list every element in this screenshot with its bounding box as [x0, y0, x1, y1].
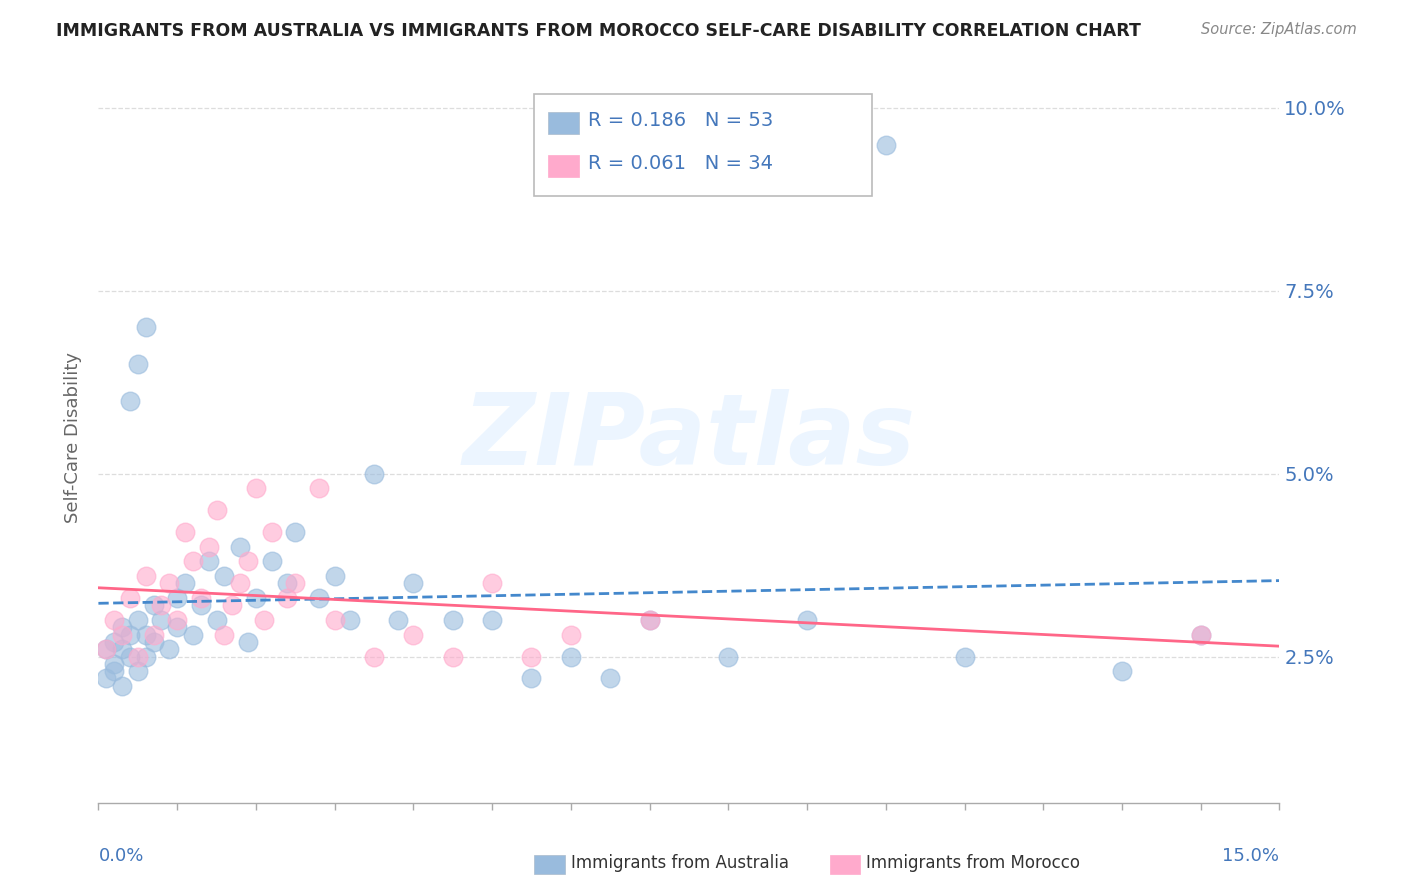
Point — [308, 481, 330, 495]
Point — [127, 664, 149, 678]
Text: 15.0%: 15.0% — [1222, 847, 1279, 864]
Point — [127, 649, 149, 664]
Point — [402, 576, 425, 591]
Point — [441, 649, 464, 664]
Text: ZIPatlas: ZIPatlas — [463, 389, 915, 485]
Point — [166, 620, 188, 634]
Y-axis label: Self-Care Disability: Self-Care Disability — [63, 351, 82, 523]
Point — [205, 503, 228, 517]
Point — [150, 599, 173, 613]
Point — [339, 613, 361, 627]
Point — [205, 613, 228, 627]
Point — [96, 642, 118, 657]
Point — [560, 649, 582, 664]
Point — [118, 627, 141, 641]
Point — [363, 649, 385, 664]
Point — [363, 467, 385, 481]
Point — [174, 525, 197, 540]
Point — [638, 613, 661, 627]
Point — [284, 576, 307, 591]
Point — [111, 679, 134, 693]
Point — [181, 627, 204, 641]
Point — [111, 620, 134, 634]
Text: Immigrants from Morocco: Immigrants from Morocco — [866, 855, 1080, 872]
Point — [308, 591, 330, 605]
Point — [1189, 627, 1212, 641]
Point — [638, 613, 661, 627]
Point — [142, 627, 165, 641]
Point — [96, 642, 118, 657]
Point — [260, 525, 283, 540]
Point — [197, 554, 219, 568]
Point — [253, 613, 276, 627]
Text: 0.0%: 0.0% — [98, 847, 143, 864]
Point — [96, 672, 118, 686]
Point — [118, 591, 141, 605]
Point — [260, 554, 283, 568]
Point — [236, 554, 259, 568]
Point — [520, 649, 543, 664]
Point — [181, 554, 204, 568]
Text: R = 0.186   N = 53: R = 0.186 N = 53 — [588, 111, 773, 130]
Point — [118, 649, 141, 664]
Point — [135, 320, 157, 334]
Point — [135, 627, 157, 641]
Point — [717, 649, 740, 664]
Point — [142, 635, 165, 649]
Point — [599, 672, 621, 686]
Point — [229, 576, 252, 591]
Point — [236, 635, 259, 649]
Point — [387, 613, 409, 627]
Point — [142, 599, 165, 613]
Point — [323, 613, 346, 627]
Text: Immigrants from Australia: Immigrants from Australia — [571, 855, 789, 872]
Point — [284, 525, 307, 540]
Point — [157, 642, 180, 657]
Point — [245, 481, 267, 495]
Point — [1111, 664, 1133, 678]
Point — [197, 540, 219, 554]
Point — [875, 137, 897, 152]
Point — [174, 576, 197, 591]
Point — [214, 627, 236, 641]
Text: IMMIGRANTS FROM AUSTRALIA VS IMMIGRANTS FROM MOROCCO SELF-CARE DISABILITY CORREL: IMMIGRANTS FROM AUSTRALIA VS IMMIGRANTS … — [56, 22, 1142, 40]
Point — [402, 627, 425, 641]
Point — [166, 613, 188, 627]
Point — [245, 591, 267, 605]
Point — [796, 613, 818, 627]
Text: Source: ZipAtlas.com: Source: ZipAtlas.com — [1201, 22, 1357, 37]
Point — [276, 576, 298, 591]
Point — [103, 613, 125, 627]
Point — [276, 591, 298, 605]
Point — [190, 599, 212, 613]
Point — [221, 599, 243, 613]
Point — [111, 642, 134, 657]
Point — [135, 569, 157, 583]
Point — [481, 613, 503, 627]
Point — [127, 357, 149, 371]
Point — [103, 664, 125, 678]
Point — [560, 627, 582, 641]
Text: R = 0.061   N = 34: R = 0.061 N = 34 — [588, 153, 773, 173]
Point — [111, 627, 134, 641]
Point — [441, 613, 464, 627]
Point — [229, 540, 252, 554]
Point — [150, 613, 173, 627]
Point — [481, 576, 503, 591]
Point — [118, 393, 141, 408]
Point — [166, 591, 188, 605]
Point — [323, 569, 346, 583]
Point — [214, 569, 236, 583]
Point — [103, 635, 125, 649]
Point — [127, 613, 149, 627]
Point — [135, 649, 157, 664]
Point — [520, 672, 543, 686]
Point — [1189, 627, 1212, 641]
Point — [190, 591, 212, 605]
Point — [953, 649, 976, 664]
Point — [157, 576, 180, 591]
Point — [103, 657, 125, 671]
